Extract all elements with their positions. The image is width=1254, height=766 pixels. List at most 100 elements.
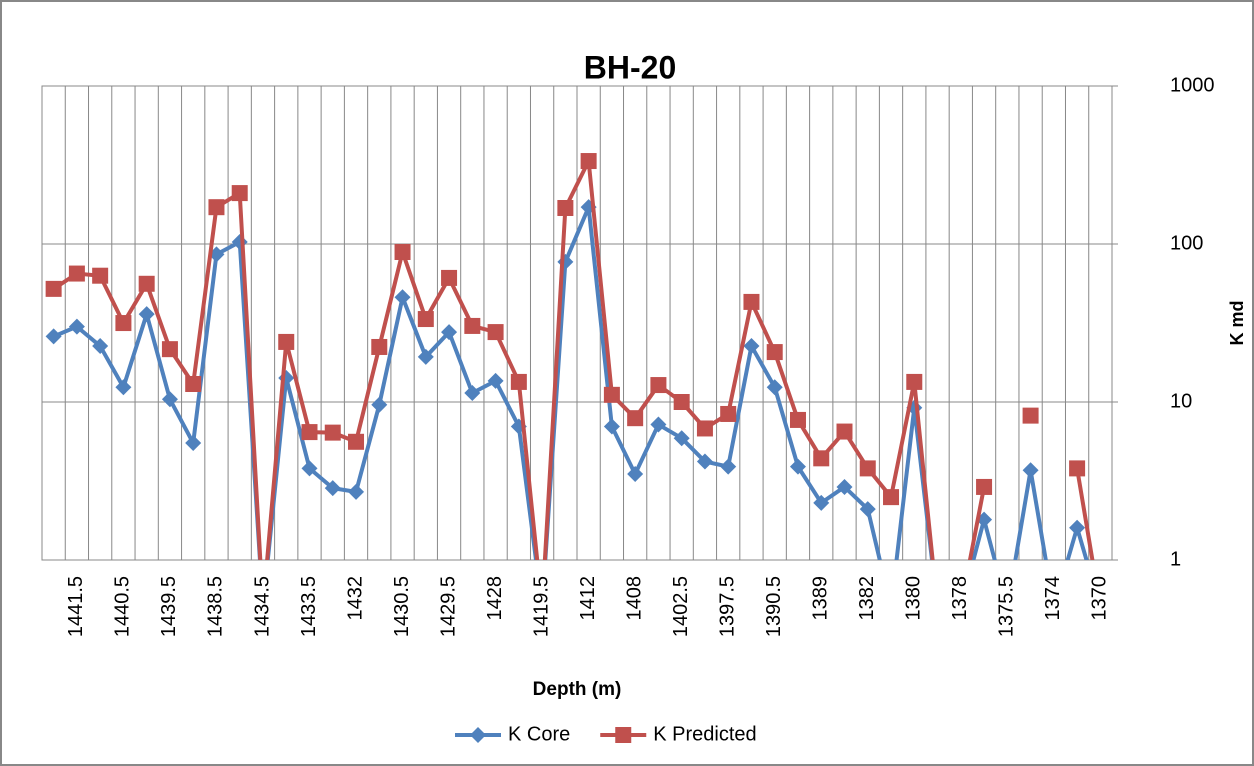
data-point <box>789 458 806 475</box>
x-tick-label: 1380 <box>903 576 925 621</box>
data-point <box>1022 462 1039 479</box>
data-point <box>231 185 248 202</box>
data-point <box>45 328 62 345</box>
data-point <box>371 338 388 355</box>
data-point <box>138 275 155 292</box>
data-point <box>348 433 365 450</box>
legend-label: K Predicted <box>653 723 756 745</box>
data-point <box>627 410 644 427</box>
data-point <box>510 373 527 390</box>
data-point <box>441 324 458 341</box>
x-tick-label: 1378 <box>949 576 971 621</box>
data-point <box>185 435 202 452</box>
data-point <box>464 385 481 402</box>
x-tick-label: 1419.5 <box>530 576 552 637</box>
data-point <box>417 311 434 328</box>
x-tick-label: 1433.5 <box>298 576 320 637</box>
chart-title: BH-20 <box>584 49 676 85</box>
x-tick-label: 1439.5 <box>158 576 180 637</box>
data-point <box>138 306 155 323</box>
data-point <box>68 318 85 335</box>
x-tick-label: 1440.5 <box>112 576 134 637</box>
data-point <box>185 375 202 392</box>
x-tick-label: 1382 <box>856 576 878 621</box>
x-tick-label: 1389 <box>810 576 832 621</box>
x-tick-label: 1370 <box>1089 576 1111 621</box>
y-tick-label: 10 <box>1170 390 1192 412</box>
x-tick-label: 1428 <box>484 576 506 621</box>
data-point <box>673 430 690 447</box>
y-tick-label: 1 <box>1170 548 1181 570</box>
data-point <box>720 405 737 422</box>
data-point <box>441 269 458 286</box>
data-point <box>789 411 806 428</box>
data-point <box>813 494 830 511</box>
x-tick-label: 1412 <box>577 576 599 621</box>
data-point <box>417 348 434 365</box>
data-point <box>883 489 900 506</box>
data-point <box>464 317 481 334</box>
data-point <box>557 199 574 216</box>
x-tick-label: 1374 <box>1042 576 1064 621</box>
data-point <box>301 424 318 441</box>
data-point <box>348 483 365 500</box>
data-point <box>1069 519 1086 536</box>
data-point <box>836 478 853 495</box>
data-point <box>324 424 341 441</box>
legend-marker <box>615 727 632 743</box>
x-tick-label: 1434.5 <box>251 576 273 637</box>
x-tick-label: 1375.5 <box>996 576 1018 637</box>
data-point <box>161 391 178 408</box>
data-point <box>487 324 504 341</box>
data-point <box>627 466 644 483</box>
data-point <box>696 420 713 437</box>
data-point <box>673 394 690 410</box>
x-tick-label: 1402.5 <box>670 576 692 637</box>
x-tick-label: 1441.5 <box>65 576 87 637</box>
x-tick-label: 1429.5 <box>437 576 459 637</box>
data-point <box>603 418 620 435</box>
data-point <box>324 480 341 497</box>
x-tick-label: 1397.5 <box>716 576 738 637</box>
data-point <box>1069 460 1086 477</box>
data-point <box>487 372 504 389</box>
data-point <box>766 379 783 396</box>
y-axis-title: K md <box>1227 301 1247 346</box>
data-point <box>696 453 713 470</box>
y-tick-label: 100 <box>1170 232 1203 254</box>
plot-series <box>45 153 1095 560</box>
x-tick-label: 1390.5 <box>763 576 785 637</box>
data-point <box>278 333 295 350</box>
data-point <box>1022 407 1039 424</box>
data-point <box>859 501 876 518</box>
legend-marker <box>470 727 486 743</box>
x-tick-label: 1432 <box>344 576 366 621</box>
data-point <box>394 289 411 306</box>
x-tick-label: 1408 <box>623 576 645 621</box>
data-point <box>766 344 783 361</box>
data-point <box>743 338 760 355</box>
data-point <box>371 396 388 413</box>
data-point <box>743 293 760 310</box>
data-point <box>976 478 993 495</box>
x-tick-label: 1430.5 <box>391 576 413 637</box>
x-tick-label: 1438.5 <box>205 576 227 637</box>
data-point <box>650 416 667 433</box>
data-point <box>92 338 109 355</box>
y-tick-label: 1000 <box>1170 74 1215 96</box>
data-point <box>906 373 923 390</box>
data-point <box>813 450 830 467</box>
data-point <box>720 458 737 475</box>
data-point <box>115 379 132 396</box>
x-axis-title: Depth (m) <box>533 679 622 700</box>
data-point <box>115 315 132 332</box>
data-point <box>859 460 876 477</box>
data-point <box>208 199 225 216</box>
data-point <box>45 280 62 297</box>
data-point <box>603 386 620 403</box>
data-point <box>836 423 853 440</box>
data-point <box>301 460 318 477</box>
